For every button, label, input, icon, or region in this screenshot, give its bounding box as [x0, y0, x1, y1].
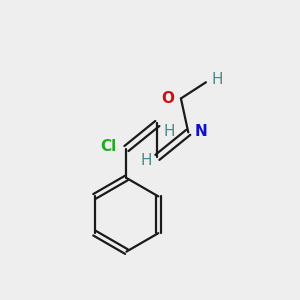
Text: Cl: Cl [100, 139, 116, 154]
Text: H: H [164, 124, 176, 139]
Text: O: O [161, 91, 174, 106]
Text: H: H [140, 153, 152, 168]
Text: H: H [211, 72, 223, 87]
Text: N: N [195, 124, 208, 139]
